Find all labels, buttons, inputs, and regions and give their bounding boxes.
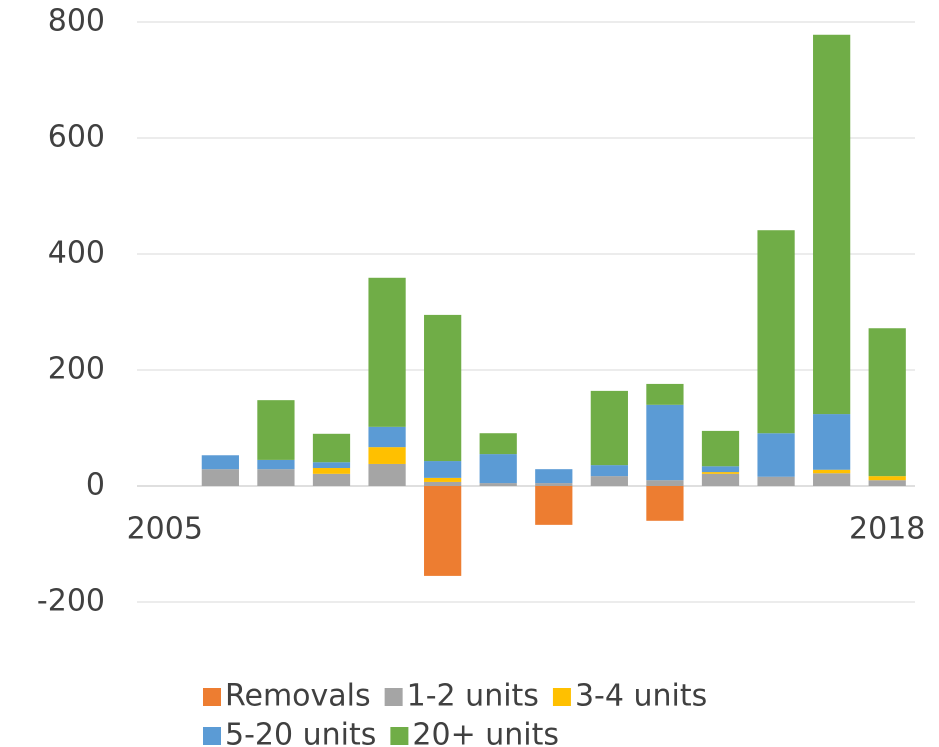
bar — [646, 404, 684, 481]
y-tick-label: 0 — [86, 468, 105, 503]
bar — [701, 472, 740, 474]
legend-swatch — [390, 727, 409, 745]
bar — [813, 34, 851, 415]
legend-label: 5-20 units — [225, 718, 376, 747]
bar — [257, 400, 295, 460]
bar — [646, 383, 684, 405]
legend-label: Removals — [225, 679, 371, 714]
bar — [701, 430, 740, 467]
bar — [424, 481, 462, 486]
bar — [590, 465, 628, 477]
legend-label: 20+ units — [412, 718, 559, 747]
bar — [479, 454, 517, 484]
bar — [479, 483, 517, 486]
bar — [368, 277, 406, 427]
legend-swatch — [203, 688, 221, 706]
bar — [201, 455, 239, 470]
bar — [368, 447, 406, 464]
bar — [424, 461, 462, 478]
bar — [813, 414, 851, 470]
bar — [646, 486, 684, 521]
legend-label: 3-4 units — [575, 679, 707, 714]
bar — [535, 469, 573, 484]
bar — [813, 473, 851, 486]
legend-swatch — [203, 727, 221, 745]
legend-swatch — [552, 688, 571, 706]
bar — [535, 486, 573, 525]
bar — [424, 486, 462, 576]
bar — [757, 230, 795, 434]
bar — [479, 433, 517, 455]
legend-swatch — [384, 688, 403, 706]
bar — [535, 483, 573, 486]
bar — [701, 466, 740, 473]
bar — [257, 459, 295, 470]
bar — [424, 477, 462, 482]
y-tick-label: 600 — [48, 120, 105, 155]
bar — [368, 463, 406, 486]
x-tick-label: 2005 — [127, 512, 203, 547]
bar — [424, 314, 462, 462]
bar — [201, 469, 239, 486]
bar — [701, 473, 740, 486]
y-tick-label: -200 — [37, 584, 105, 619]
bar — [868, 476, 906, 481]
bar — [368, 426, 406, 448]
bar — [590, 476, 628, 486]
bar — [312, 468, 351, 474]
bar — [813, 469, 851, 474]
legend-label: 1-2 units — [407, 679, 539, 714]
bar — [312, 433, 351, 463]
bar — [757, 433, 795, 477]
bar — [312, 473, 351, 486]
bar — [646, 480, 684, 486]
bar — [590, 390, 628, 466]
y-tick-label: 400 — [48, 236, 105, 271]
bar — [257, 469, 295, 486]
bar — [757, 476, 795, 486]
bar — [868, 480, 906, 486]
y-tick-label: 200 — [48, 352, 105, 387]
bar — [868, 328, 906, 477]
x-tick-label: 2018 — [849, 512, 925, 547]
y-tick-label: 800 — [48, 4, 105, 39]
bar — [312, 462, 351, 469]
